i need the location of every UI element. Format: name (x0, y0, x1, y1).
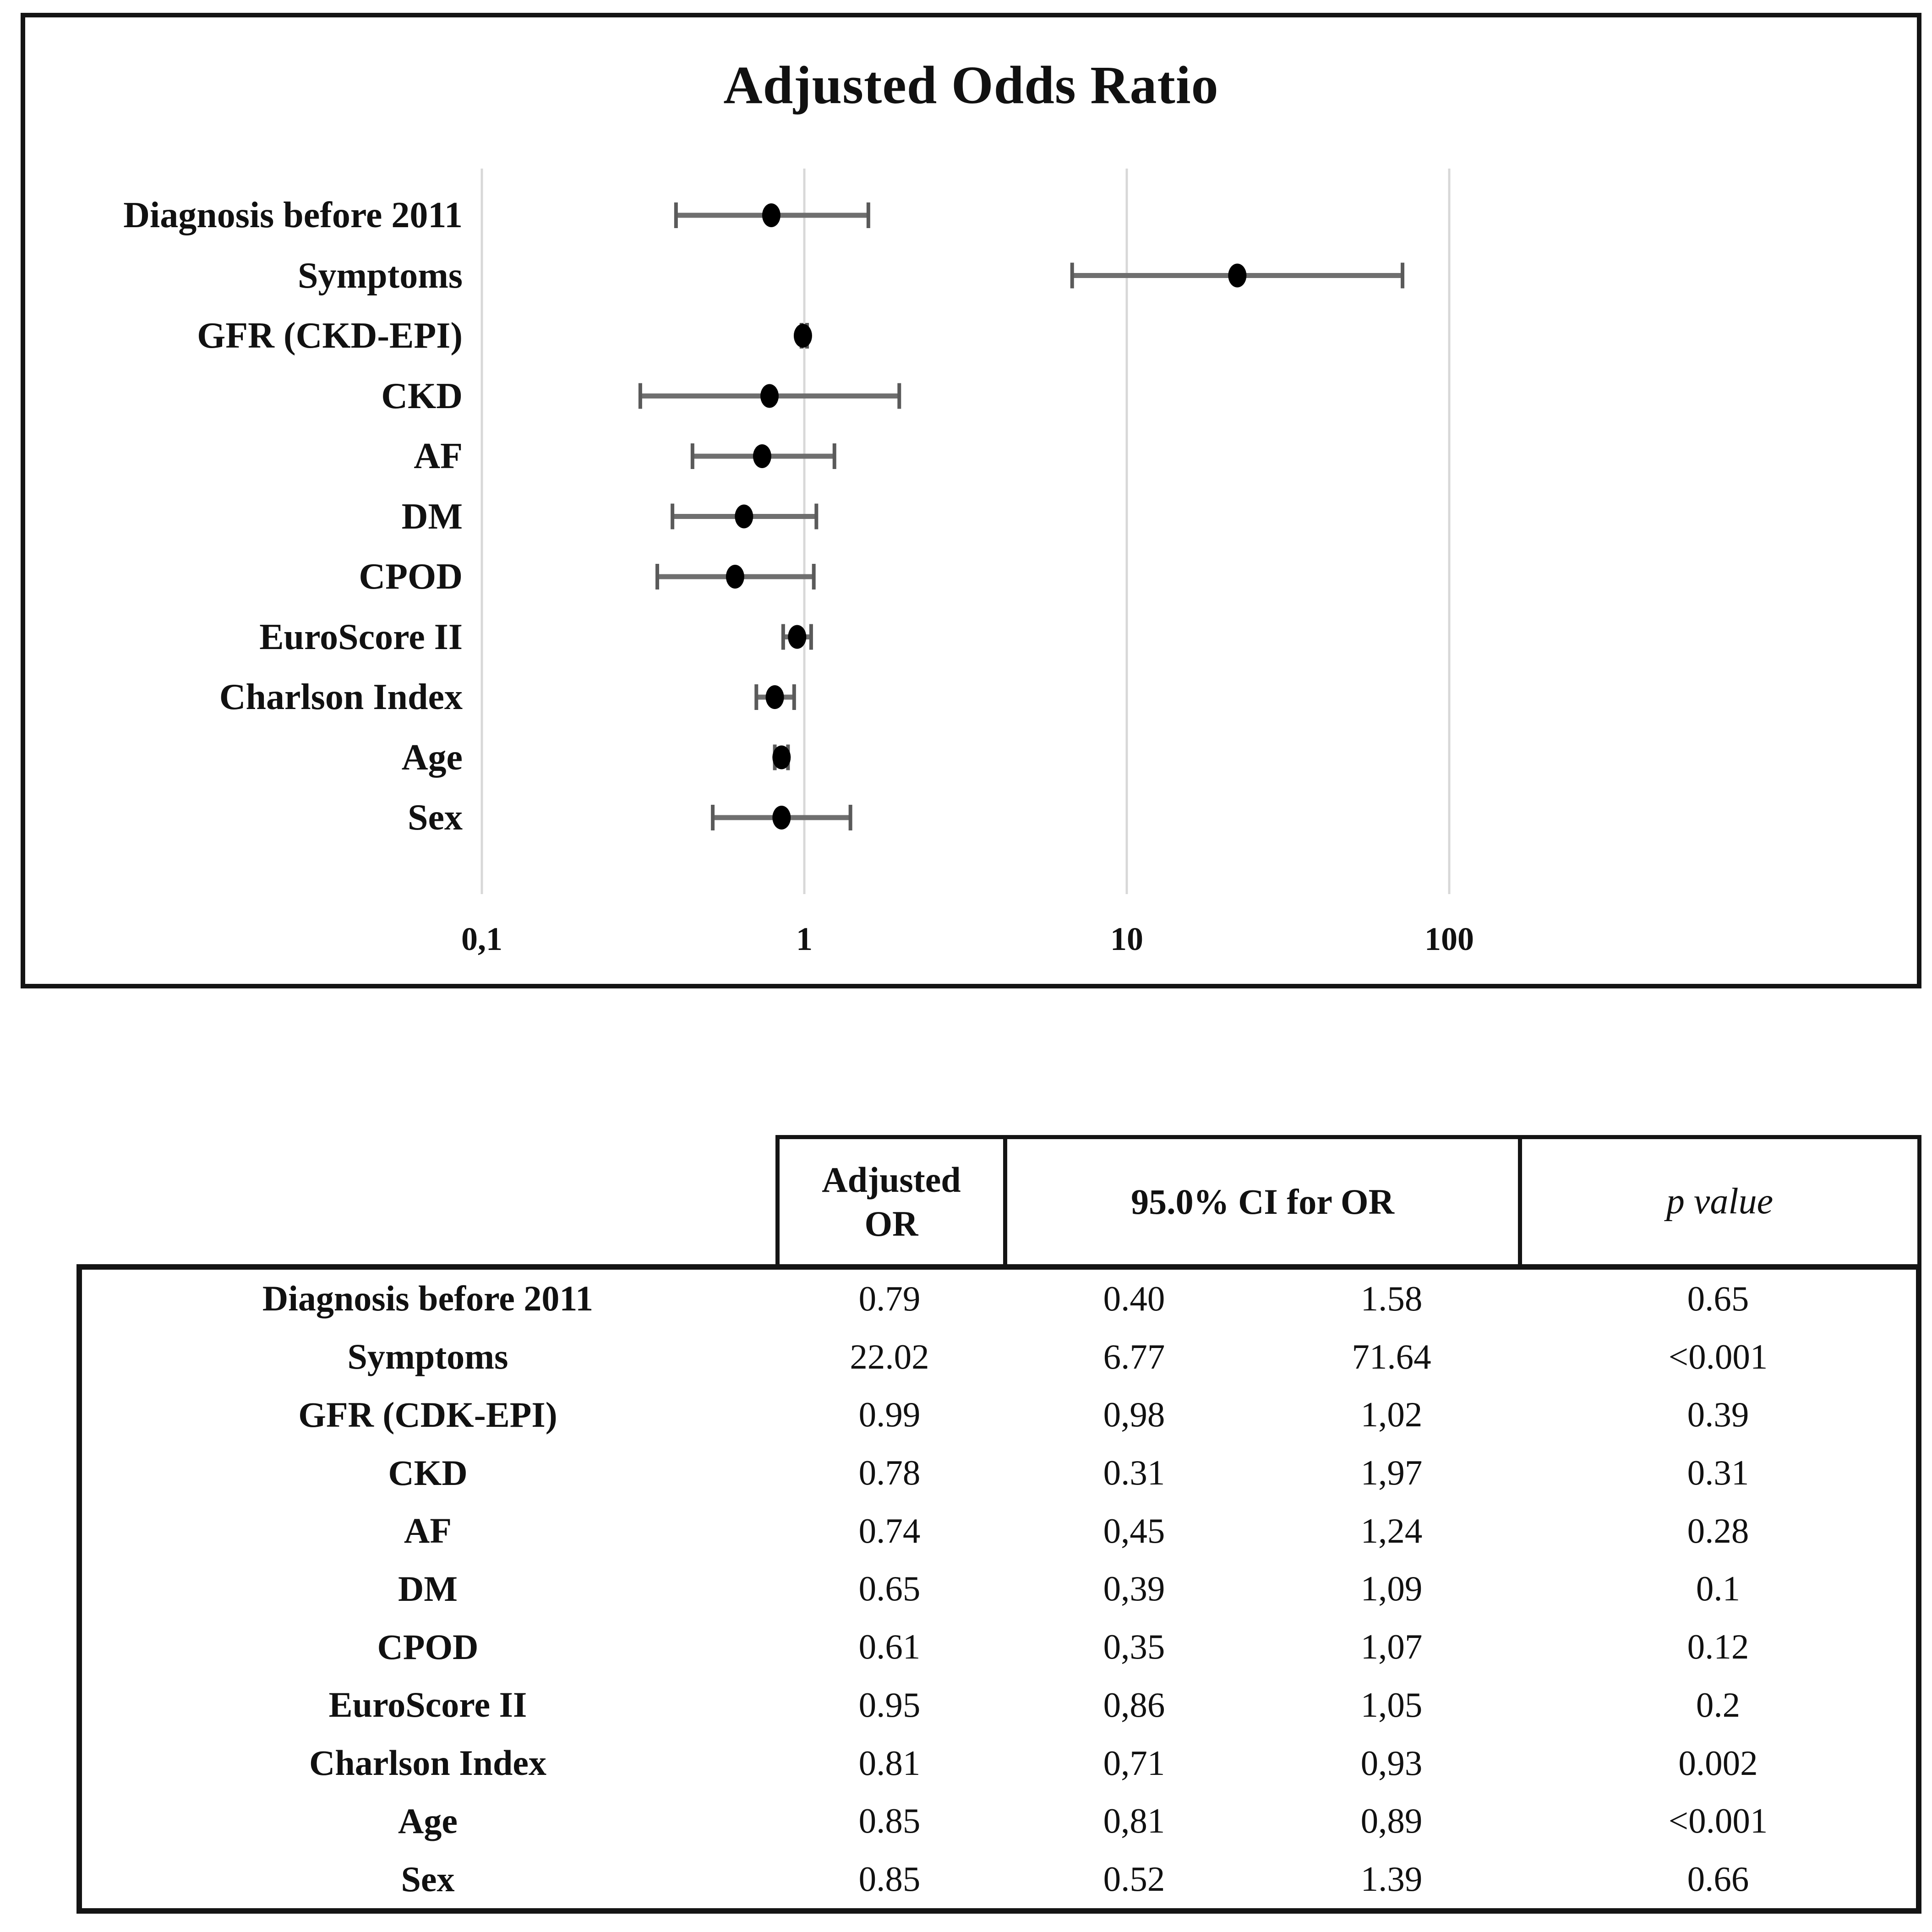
forest-row-label: EuroScore II (259, 617, 463, 657)
x-tick-label: 0,1 (461, 921, 502, 957)
results-table-body: Diagnosis before 2011 0.79 0.40 1.58 0.65 Sym… (76, 1264, 1921, 1914)
table-cell-ci-high: 1.58 (1360, 1278, 1423, 1318)
table-cell-p: 0.28 (1687, 1511, 1749, 1550)
forest-row-label: Charlson Index (219, 677, 463, 717)
table-cell-p: 0.002 (1678, 1743, 1758, 1783)
table-row-label: Symptoms (347, 1337, 508, 1377)
table-cell-ci-high: 1,24 (1360, 1511, 1423, 1550)
table-row-label: Charlson Index (309, 1743, 546, 1783)
forest-row-label: Symptoms (297, 255, 463, 296)
table-cell-p: 0.65 (1687, 1278, 1749, 1318)
forest-row-label: AF (414, 436, 463, 476)
x-tick-label: 1 (796, 921, 813, 957)
table-cell-p: 0.31 (1687, 1453, 1749, 1493)
table-header-ci: 95.0% CI for OR (1007, 1135, 1522, 1264)
table-cell-ci-high: 0,89 (1360, 1801, 1423, 1841)
table-cell-ci-low: 0,39 (1103, 1569, 1165, 1609)
table-row-label: CKD (388, 1452, 468, 1493)
table-cell-ci-low: 0.52 (1103, 1859, 1165, 1899)
table-cell-ci-low: 0,81 (1103, 1801, 1165, 1841)
forest-row-label: Age (401, 737, 463, 778)
table-cell-p: <0.001 (1668, 1801, 1768, 1841)
x-tick-label: 10 (1110, 921, 1143, 957)
table-cell-ci-low: 6.77 (1103, 1337, 1165, 1376)
table-cell-ci-low: 0,71 (1103, 1743, 1165, 1783)
forest-row-label: CPOD (359, 557, 463, 597)
table-cell-p: <0.001 (1668, 1337, 1768, 1376)
table-cell-ci-high: 1,02 (1360, 1395, 1423, 1435)
table-cell-or: 0.95 (858, 1685, 921, 1725)
table-cell-ci-high: 1,07 (1360, 1627, 1423, 1667)
table-cell-ci-low: 0.40 (1103, 1278, 1165, 1318)
table-cell-ci-low: 0,45 (1103, 1511, 1165, 1550)
forest-plot-frame (21, 13, 1921, 988)
table-row-label: GFR (CDK-EPI) (298, 1394, 557, 1435)
table-row-label: DM (398, 1568, 458, 1609)
table-cell-ci-low: 0,86 (1103, 1685, 1165, 1725)
table-cell-or: 0.81 (858, 1743, 921, 1783)
table-cell-or: 0.65 (858, 1569, 921, 1609)
table-cell-ci-low: 0,35 (1103, 1627, 1165, 1667)
forest-row-label: CKD (381, 376, 463, 416)
table-cell-ci-low: 0.31 (1103, 1453, 1165, 1493)
table-cell-or: 0.85 (858, 1859, 921, 1899)
table-cell-ci-high: 1,97 (1360, 1453, 1423, 1493)
table-cell-ci-high: 1.39 (1360, 1859, 1423, 1899)
table-row-label: CPOD (377, 1626, 479, 1667)
table-cell-p: 0.2 (1696, 1685, 1741, 1725)
table-header-adjusted-or: Adjusted OR (775, 1135, 1007, 1264)
table-cell-p: 0.1 (1696, 1569, 1741, 1609)
forest-row-label: DM (401, 496, 463, 537)
table-cell-p: 0.66 (1687, 1859, 1749, 1899)
forest-row-label: Sex (408, 797, 463, 838)
table-cell-or: 0.61 (858, 1627, 921, 1667)
x-tick-label: 100 (1424, 921, 1474, 957)
table-cell-ci-high: 0,93 (1360, 1743, 1423, 1783)
table-header-p-value: p value (1522, 1135, 1921, 1264)
table-header-adjusted-or-label: Adjusted OR (822, 1160, 961, 1244)
table-cell-or: 0.78 (858, 1453, 921, 1493)
table-row-label: AF (404, 1511, 452, 1551)
table-cell-or: 0.85 (858, 1801, 921, 1841)
table-cell-or: 0.99 (858, 1395, 921, 1435)
table-cell-ci-high: 1,05 (1360, 1685, 1423, 1725)
table-cell-or: 22.02 (850, 1337, 929, 1376)
table-cell-or: 0.74 (858, 1511, 921, 1550)
forest-plot-title: Adjusted Odds Ratio (723, 55, 1219, 115)
table-row-label: Diagnosis before 2011 (262, 1278, 594, 1319)
table-cell-ci-low: 0,98 (1103, 1395, 1165, 1435)
table-row-label: Age (398, 1801, 458, 1841)
forest-row-label: Diagnosis before 2011 (123, 195, 463, 235)
table-cell-ci-high: 1,09 (1360, 1569, 1423, 1609)
table-cell-ci-high: 71.64 (1352, 1337, 1431, 1376)
table-row-label: EuroScore II (328, 1685, 527, 1725)
table-cell-p: 0.12 (1687, 1627, 1749, 1667)
table-row-label: Sex (401, 1859, 455, 1899)
table-cell-p: 0.39 (1687, 1395, 1749, 1435)
table-cell-or: 0.79 (858, 1278, 921, 1318)
forest-row-label: GFR (CKD-EPI) (197, 316, 463, 356)
